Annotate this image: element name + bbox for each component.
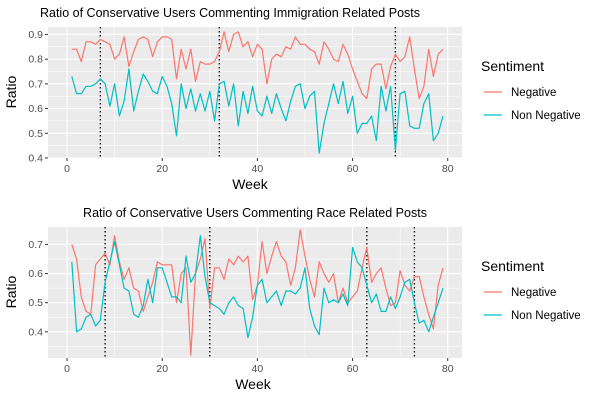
- legend-label-negative: Negative: [511, 287, 556, 299]
- y-axis-label: Ratio: [3, 75, 19, 108]
- chart-race: Ratio of Conservative Users Commenting R…: [3, 206, 581, 392]
- x-tick-label: 0: [64, 163, 70, 175]
- y-axis-label: Ratio: [3, 275, 19, 308]
- plot-background: [48, 27, 462, 158]
- x-tick-label: 20: [156, 163, 168, 175]
- y-tick-label: 0.6: [28, 268, 43, 280]
- legend-label-negative: Negative: [511, 87, 556, 99]
- y-tick-label: 0.7: [28, 78, 43, 90]
- x-tick-label: 60: [347, 363, 359, 375]
- legend-label-non-negative: Non Negative: [511, 310, 581, 322]
- chart-title: Ratio of Conservative Users Commenting R…: [83, 206, 427, 220]
- series-line-non-negative: [71, 235, 444, 339]
- y-tick-label: 0.9: [28, 29, 43, 41]
- series-line-non-negative: [71, 68, 444, 154]
- x-tick-label: 60: [347, 163, 359, 175]
- x-ticks: 0 20 40 60 80: [64, 158, 454, 175]
- x-ticks: 0 20 40 60 80: [64, 358, 454, 375]
- x-tick-label: 20: [156, 363, 168, 375]
- x-tick-label: 40: [252, 363, 264, 375]
- y-tick-label: 0.4: [28, 153, 43, 165]
- x-axis-label: Week: [235, 376, 272, 392]
- legend-label-non-negative: Non Negative: [511, 110, 581, 122]
- x-tick-label: 80: [442, 163, 454, 175]
- chart-title: Ratio of Conservative Users Commenting I…: [40, 6, 420, 20]
- y-ticks: 0.4 0.5 0.6 0.7 0.8 0.9: [28, 29, 48, 165]
- x-tick-label: 80: [442, 363, 454, 375]
- y-ticks: 0.4 0.5 0.6 0.7: [28, 239, 48, 338]
- chart-immigration: Ratio of Conservative Users Commenting I…: [3, 6, 581, 192]
- series-group: [71, 229, 444, 356]
- y-tick-label: 0.8: [28, 54, 43, 66]
- y-tick-label: 0.5: [28, 297, 43, 309]
- series-line-negative: [71, 31, 444, 100]
- y-tick-label: 0.7: [28, 239, 43, 251]
- legend-title: Sentiment: [481, 258, 544, 274]
- y-tick-label: 0.6: [28, 103, 43, 115]
- legend: Sentiment Negative Non Negative: [481, 258, 581, 322]
- gridlines: [48, 27, 462, 159]
- x-tick-label: 0: [64, 363, 70, 375]
- y-tick-label: 0.4: [28, 326, 43, 338]
- x-tick-label: 40: [252, 163, 264, 175]
- event-lines: [104, 227, 416, 358]
- legend: Sentiment Negative Non Negative: [481, 58, 581, 122]
- x-axis-label: Week: [232, 176, 269, 192]
- event-lines: [99, 27, 397, 158]
- legend-title: Sentiment: [481, 58, 544, 74]
- series-group: [71, 31, 444, 154]
- y-tick-label: 0.5: [28, 128, 43, 140]
